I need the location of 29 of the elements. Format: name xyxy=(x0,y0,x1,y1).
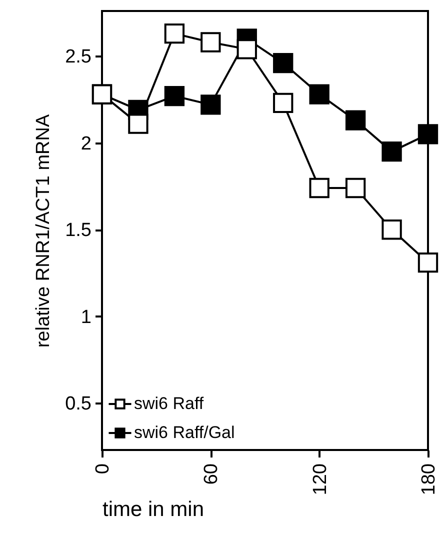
point xyxy=(200,32,221,52)
legend-label: swi6 Raff xyxy=(134,394,204,413)
x-tick-label: 0 xyxy=(92,464,114,474)
x-tick-label: 180 xyxy=(418,464,440,496)
point xyxy=(128,114,148,134)
point xyxy=(309,178,330,198)
point xyxy=(164,23,185,44)
x-tick-label: 60 xyxy=(201,464,222,485)
point xyxy=(309,84,330,104)
y-tick-label: 2.5 xyxy=(65,46,92,68)
point xyxy=(236,39,257,60)
point xyxy=(164,86,185,106)
y-axis-title: relative RNR1/ACT1 mRNA xyxy=(33,114,54,348)
x-axis-title: time in min xyxy=(102,498,204,522)
point xyxy=(273,52,294,74)
point xyxy=(273,92,294,114)
point xyxy=(418,252,438,273)
point xyxy=(382,141,402,162)
y-tick-label: 1.5 xyxy=(65,220,92,242)
point xyxy=(418,124,438,144)
point xyxy=(345,110,366,130)
legend-label: swi6 Raff/Gal xyxy=(134,423,235,442)
y-tick-label: 2 xyxy=(80,133,92,154)
point xyxy=(382,220,402,240)
y-tick-label: 1 xyxy=(80,306,92,328)
point xyxy=(345,178,366,198)
point xyxy=(200,94,221,115)
x-tick-label: 120 xyxy=(310,464,331,496)
y-tick-label: 0.5 xyxy=(65,394,92,415)
